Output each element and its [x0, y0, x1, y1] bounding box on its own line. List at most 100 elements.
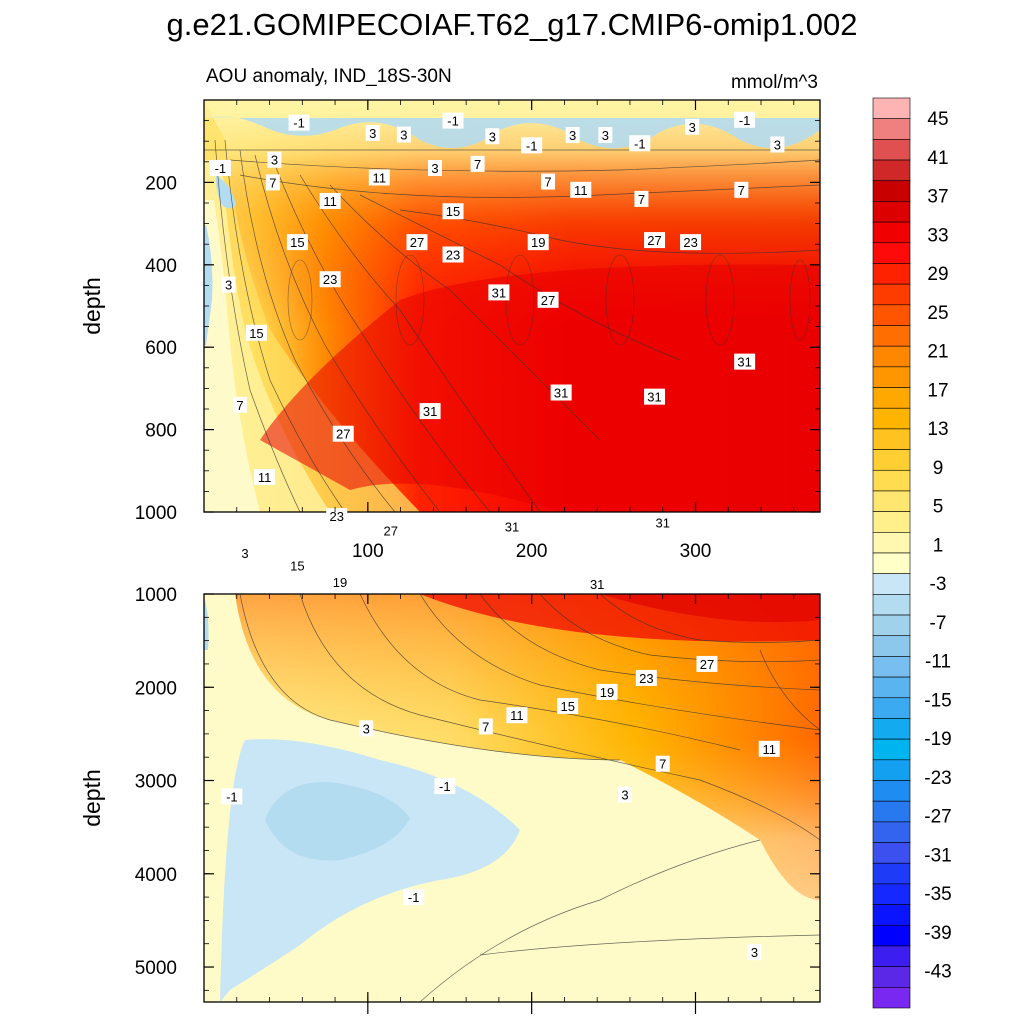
- contour-label-bg: [541, 173, 556, 190]
- contour-label-text: 3: [489, 129, 496, 144]
- contour-label-bg: [365, 124, 380, 141]
- contour-label: -1: [209, 159, 231, 176]
- y-tick-label: 200: [145, 173, 177, 194]
- y-tick-label: 800: [145, 421, 177, 442]
- colorbar-label: 21: [927, 342, 948, 363]
- contour-label-bg: [527, 234, 549, 251]
- contour-label-text: 3: [271, 153, 278, 168]
- colorbar-swatch: [872, 842, 911, 864]
- colorbar-label: -3: [930, 574, 947, 595]
- contour-label-bg: [598, 127, 613, 144]
- contour-label-bg: [521, 137, 543, 154]
- contour-label: 3: [359, 720, 374, 737]
- contour-label-bg: [403, 889, 425, 906]
- contour-label-text: 15: [290, 235, 304, 250]
- contour-label: 23: [326, 508, 348, 525]
- contour-label-text: 7: [544, 175, 551, 190]
- contour-label-bg: [406, 234, 428, 251]
- contour-label: 11: [254, 468, 276, 485]
- contour-label-text: 31: [737, 355, 751, 370]
- contour-label-text: 3: [363, 721, 370, 736]
- colorbar-label: 9: [933, 458, 944, 479]
- contour-label-text: 3: [369, 126, 376, 141]
- contour-label: 23: [442, 246, 464, 263]
- contour-label-bg: [652, 514, 674, 531]
- contour-label-text: 23: [329, 509, 343, 524]
- contour-label-text: 11: [510, 708, 524, 723]
- colorbar-label: 37: [927, 187, 948, 208]
- contour-label-text: 3: [400, 128, 407, 143]
- colorbar-swatch: [872, 449, 911, 471]
- contour-label-bg: [485, 128, 500, 145]
- contour-label-text: 19: [531, 235, 545, 250]
- lower-y-axis-label: depth: [79, 769, 105, 827]
- contour-label-bg: [288, 114, 310, 131]
- colorbar-swatch: [872, 552, 911, 574]
- upper-y-axis-label: depth: [79, 277, 105, 335]
- contour-label-text: 23: [639, 671, 653, 686]
- contour-label-bg: [680, 234, 702, 251]
- contour-label: 27: [537, 291, 559, 308]
- contour-label-bg: [237, 545, 252, 562]
- contour-label: 23: [319, 271, 341, 288]
- chart-title: g.e21.GOMIPECOIAF.T62_g17.CMIP6-omip1.00…: [167, 7, 858, 42]
- contour-label-bg: [758, 740, 780, 757]
- colorbar-label: -23: [924, 768, 951, 789]
- contour-label-bg: [629, 135, 651, 152]
- upper-panel-fill: [204, 100, 820, 512]
- colorbar-label: -43: [924, 962, 951, 983]
- colorbar-swatch: [872, 345, 911, 368]
- contour-label-text: 31: [505, 519, 519, 534]
- contour-label-text: 15: [446, 204, 460, 219]
- colorbar-swatch: [872, 469, 911, 492]
- contour-label-bg: [286, 557, 308, 574]
- contour-label: 27: [644, 232, 666, 249]
- colorbar-swatch: [872, 428, 911, 450]
- contour-label-bg: [478, 718, 493, 735]
- y-tick-label: 4000: [135, 865, 177, 886]
- contour-label-text: 3: [621, 788, 628, 803]
- y-tick-label: 3000: [135, 772, 177, 793]
- colorbar-swatch: [872, 987, 911, 1009]
- contour-label-bg: [734, 181, 749, 198]
- contour-label: 7: [470, 155, 485, 172]
- contour-label-bg: [245, 324, 267, 341]
- colorbar-swatch: [872, 221, 911, 244]
- colorbar-label: 41: [927, 148, 948, 169]
- contour-label-bg: [359, 720, 374, 737]
- contour-label: 3: [267, 151, 282, 168]
- contour-label-bg: [644, 388, 666, 405]
- contour-label-text: 19: [333, 575, 347, 590]
- contour-label-bg: [557, 697, 579, 714]
- contour-label: 3: [365, 124, 380, 141]
- contour-label-text: 23: [446, 248, 460, 263]
- contour-label: 3: [565, 127, 580, 144]
- contour-label-text: 11: [373, 170, 387, 185]
- contour-label: 7: [265, 174, 280, 191]
- contour-label-bg: [618, 786, 633, 803]
- contour-label-bg: [506, 707, 528, 724]
- colorbar-label: -35: [924, 884, 951, 905]
- contour-label-bg: [319, 192, 341, 209]
- contour-label-text: 19: [600, 685, 614, 700]
- contour-label-text: -1: [215, 161, 227, 176]
- colorbar-swatch: [872, 883, 911, 905]
- contour-label: 19: [596, 683, 618, 700]
- contour-label: 3: [685, 118, 700, 135]
- contour-label-text: 3: [689, 120, 696, 135]
- colorbar-swatch: [872, 594, 911, 616]
- contour-label-text: 31: [655, 515, 669, 530]
- contour-label-text: 27: [541, 293, 555, 308]
- contour-label: 11: [758, 740, 780, 757]
- contour-label: 31: [501, 518, 523, 535]
- contour-label-text: 11: [574, 183, 588, 198]
- colorbar-swatch: [872, 532, 911, 554]
- contour-label-bg: [319, 271, 341, 288]
- colorbar-label: 1: [933, 535, 944, 556]
- contour-label: 11: [368, 169, 390, 186]
- colorbar-swatch: [872, 159, 911, 182]
- contour-label-text: 3: [241, 546, 248, 561]
- colorbar-swatch: [872, 407, 911, 430]
- contour-label: 3: [618, 786, 633, 803]
- colorbar-swatch: [872, 263, 911, 285]
